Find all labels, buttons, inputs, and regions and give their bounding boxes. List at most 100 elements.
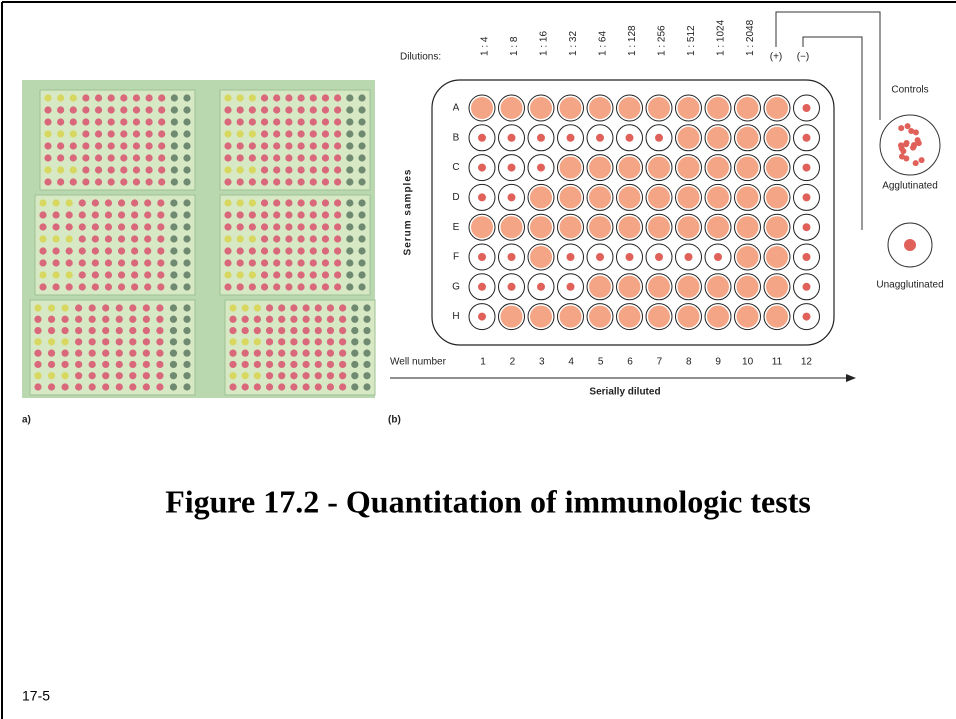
photo-well (88, 349, 96, 357)
photo-well (34, 304, 42, 312)
photo-well (260, 223, 269, 231)
row-axis-label: Serum samples (403, 169, 414, 256)
photo-well (132, 178, 141, 186)
photo-well (104, 223, 113, 231)
photo-well (334, 259, 342, 267)
photo-well (260, 142, 269, 150)
clump (912, 129, 919, 136)
photo-well (132, 118, 141, 126)
photo-well (52, 223, 60, 231)
photo-well (236, 199, 244, 207)
photo-well (224, 283, 232, 291)
photo-well (157, 283, 165, 291)
photo-well (241, 326, 249, 335)
photo-well (91, 211, 99, 219)
agglutinated-mat (589, 186, 611, 209)
photo-well (309, 259, 317, 267)
photo-well (158, 106, 166, 114)
photo-well (142, 338, 150, 346)
agglutinated-mat (648, 305, 670, 328)
photo-well (120, 166, 128, 174)
photo-well (309, 283, 317, 291)
photo-well (273, 130, 281, 138)
photo-well (346, 247, 354, 255)
photo-well (61, 372, 69, 380)
photo-well (57, 142, 65, 150)
photo-well (144, 235, 152, 243)
photo-well (248, 223, 256, 231)
photo-well (120, 130, 128, 138)
photo-well (236, 271, 244, 279)
photo-well (142, 349, 150, 357)
photo-well (82, 94, 90, 102)
photo-well (183, 383, 191, 391)
photo-well (52, 271, 60, 279)
photo-well (273, 211, 281, 219)
photo-well (334, 211, 342, 219)
photo-well (142, 304, 150, 312)
photo-well (169, 372, 178, 380)
photo-well (248, 118, 256, 126)
photo-well (224, 211, 232, 219)
photo-well (358, 178, 366, 186)
photo-well (253, 338, 261, 346)
photo-well (309, 106, 317, 114)
agglutinated-mat (707, 156, 729, 179)
photo-well (44, 166, 52, 174)
photo-well (65, 271, 73, 279)
agglutinated-mat (589, 275, 611, 298)
photo-well (120, 154, 128, 162)
agglutinated-mat (707, 126, 729, 149)
photo-well (39, 271, 47, 279)
photo-well (47, 372, 56, 380)
photo-well (107, 118, 115, 126)
photo-well (129, 383, 137, 391)
photo-well (91, 223, 99, 231)
photo-well (334, 247, 342, 255)
photo-well (309, 166, 317, 174)
photo-well (183, 326, 191, 335)
photo-well (260, 211, 269, 219)
agglutinated-mat (559, 97, 582, 119)
photo-well (351, 304, 359, 312)
agglutinated-mat (559, 216, 582, 239)
row-label: H (452, 311, 459, 322)
photo-well (260, 118, 269, 126)
photo-well (115, 349, 123, 357)
photo-well (142, 326, 150, 335)
photo-well (309, 247, 317, 255)
photo-well (117, 271, 126, 279)
pellet (566, 133, 575, 142)
photo-well (321, 283, 330, 291)
photo-well (88, 372, 96, 380)
photo-well (91, 259, 99, 267)
agglutinated-mat (530, 216, 552, 239)
photo-well (363, 315, 371, 323)
photo-well (241, 315, 249, 323)
photo-well (91, 283, 99, 291)
positive-label: (+) (770, 52, 783, 63)
photo-well (57, 178, 65, 186)
photo-well (104, 283, 113, 291)
agglutinated-mat (677, 97, 700, 119)
photo-well (253, 326, 261, 335)
photo-well (224, 130, 232, 138)
photo-well (346, 178, 354, 186)
photo-well (183, 247, 191, 255)
photo-well (285, 178, 293, 186)
photo-well (120, 142, 128, 150)
photo-well (297, 211, 305, 219)
photo-well (358, 199, 366, 207)
photo-well (158, 130, 166, 138)
photo-well (302, 304, 310, 312)
photo-well (158, 154, 166, 162)
agglutinated-mat (471, 216, 493, 239)
well-number: 12 (801, 357, 813, 368)
photo-well (309, 178, 317, 186)
photo-well (236, 154, 244, 162)
photo-well (65, 283, 73, 291)
agglutinated-mat (618, 186, 641, 209)
photo-well (285, 118, 293, 126)
pellet (478, 163, 486, 172)
photo-well (273, 154, 281, 162)
